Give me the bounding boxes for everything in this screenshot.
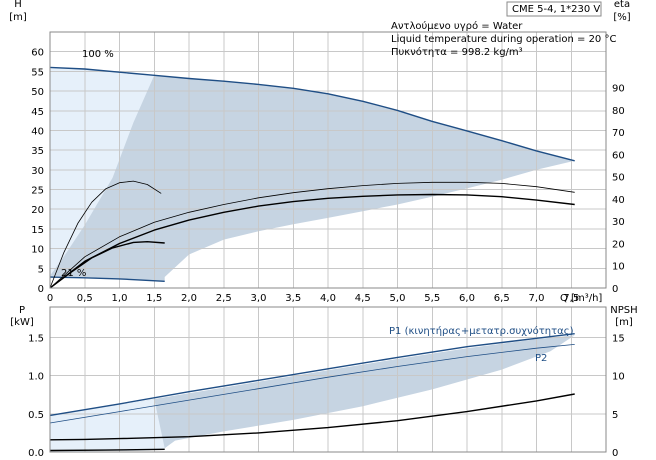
p-tick-label: 1.0 <box>28 372 44 383</box>
bottom-series <box>49 333 575 452</box>
h-tick-label: 30 <box>31 166 44 177</box>
top-series-line-0 <box>49 66 575 162</box>
h-axis-unit: [m] <box>9 12 27 23</box>
info-box-title: CME 5-4, 1*230 V <box>512 4 600 15</box>
top-series <box>49 66 575 289</box>
p-tick-label: 1.5 <box>28 334 44 345</box>
power-npsh-panel: 0.0 0.5 1.0 1.5 0 5 10 15 P [kW] NPSH [m] P1 (… <box>10 305 637 459</box>
npsh-tick-labels: 0 5 10 15 <box>612 334 625 459</box>
eta-tick-label: 40 <box>612 195 625 206</box>
x-axis-title: Q [m³/h] <box>560 293 602 304</box>
bottom-series-line-2 <box>49 393 575 441</box>
operating-range <box>50 67 575 282</box>
x-tick-label: 2,0 <box>181 293 197 304</box>
npsh-tick-label: 15 <box>612 334 625 345</box>
h-tick-label: 25 <box>31 186 44 197</box>
h-tick-label: 35 <box>31 146 44 157</box>
p2-label: P2 <box>535 353 547 364</box>
h-tick-label: 45 <box>31 107 44 118</box>
max-speed-label: 100 % <box>82 49 114 60</box>
info-line-density: Πυκνότητα = 998.2 kg/m³ <box>391 46 523 58</box>
top-series-line-3 <box>49 181 575 289</box>
npsh-tick-label: 10 <box>612 372 625 383</box>
npsh-tick-label: 5 <box>612 410 618 421</box>
h-tick-label: 5 <box>38 264 44 275</box>
x-tick-label: 0,5 <box>77 293 93 304</box>
x-tick-label: 0 <box>47 293 53 304</box>
x-tick-label: 7,0 <box>529 293 545 304</box>
x-tick-label: 5,0 <box>390 293 406 304</box>
x-tick-label: 2,5 <box>216 293 232 304</box>
x-tick-label: 6,0 <box>459 293 475 304</box>
info-box-frame <box>506 1 602 17</box>
x-tick-label: 3,5 <box>285 293 301 304</box>
head-efficiency-panel: 0 0,5 1,0 1,5 2,0 2,5 3,0 3,5 4,0 4,5 5,0 5,5 6,0 6,5… <box>9 0 631 304</box>
info-line-temperature: Liquid temperature during operation = 20… <box>391 34 616 45</box>
bottom-series-line-1 <box>49 344 575 424</box>
p1-label: P1 (κινητήρας+μετατρ.συχνότητας) <box>389 325 574 337</box>
top-grid <box>49 32 606 289</box>
h-tick-label: 15 <box>31 225 44 236</box>
h-tick-label: 40 <box>31 126 44 137</box>
npsh-axis-unit: [m] <box>615 317 633 328</box>
h-tick-label: 55 <box>31 67 44 78</box>
top-series-line-1 <box>49 276 165 282</box>
h-tick-labels: 0 5 10 15 20 25 30 35 40 45 50 55 60 <box>31 48 44 295</box>
x-tick-label: 4,5 <box>355 293 371 304</box>
min-speed-label: 21 % <box>61 268 86 279</box>
x-tick-labels: 0 0,5 1,0 1,5 2,0 2,5 3,0 3,5 4,0 4,5 5,0 5,5 6,0 6,5… <box>47 293 579 304</box>
eta-tick-labels: 0 10 20 30 40 50 60 70 80 90 <box>612 84 625 295</box>
x-tick-label: 1,5 <box>146 293 162 304</box>
p-tick-label: 0.0 <box>28 448 44 459</box>
p-axis-title: P <box>19 305 25 316</box>
npsh-tick-label: 0 <box>612 448 618 459</box>
eta-tick-label: 60 <box>612 150 625 161</box>
bottom-series-line-0 <box>49 333 575 417</box>
info-line-liquid: Αντλούμενο υγρό = Water <box>391 20 523 32</box>
eta-tick-label: 80 <box>612 106 625 117</box>
eta-tick-label: 70 <box>612 128 625 139</box>
h-tick-label: 20 <box>31 205 44 216</box>
eta-axis-unit: [%] <box>613 12 630 23</box>
x-tick-label: 7,5 <box>563 293 579 304</box>
top-series-line-5 <box>49 180 162 289</box>
x-tick-label: 3,0 <box>251 293 267 304</box>
top-series-line-4 <box>49 241 165 289</box>
bottom-series-line-3 <box>49 448 165 452</box>
x-tick-label: 4,0 <box>320 293 336 304</box>
h-tick-label: 50 <box>31 87 44 98</box>
x-tick-label: 6,5 <box>494 293 510 304</box>
bottom-plot-frame <box>49 306 607 453</box>
power-range <box>50 335 575 452</box>
eta-tick-label: 50 <box>612 173 625 184</box>
h-tick-label: 0 <box>38 284 44 295</box>
info-box: CME 5-4, 1*230 V Αντλούμενο υγρό = Water… <box>391 1 616 58</box>
low-speed-range <box>50 67 155 276</box>
x-tick-label: 1,0 <box>112 293 128 304</box>
eta-tick-label: 20 <box>612 239 625 250</box>
eta-tick-label: 90 <box>612 84 625 95</box>
x-tick-label: 5,5 <box>424 293 440 304</box>
eta-axis-title: eta <box>614 0 630 10</box>
top-plot-frame <box>49 31 607 289</box>
h-tick-label: 60 <box>31 48 44 59</box>
operating-range-area <box>50 67 575 282</box>
h-tick-label: 10 <box>31 245 44 256</box>
eta-tick-label: 0 <box>612 284 618 295</box>
p-tick-labels: 0.0 0.5 1.0 1.5 <box>28 334 44 459</box>
npsh-axis-title: NPSH <box>610 305 637 316</box>
p-tick-label: 0.5 <box>28 410 44 421</box>
top-series-line-2 <box>49 193 575 289</box>
h-axis-title: H <box>14 0 22 10</box>
eta-tick-label: 30 <box>612 217 625 228</box>
eta-tick-label: 10 <box>612 262 625 273</box>
p-axis-unit: [kW] <box>10 317 34 328</box>
